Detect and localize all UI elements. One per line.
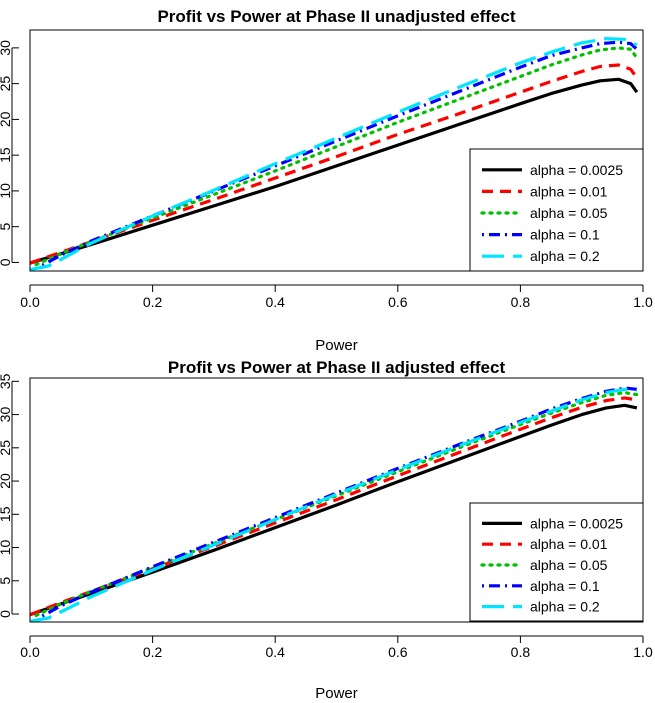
chart-title: Profit vs Power at Phase II unadjusted e… [157,7,515,26]
x-tick-label: 1.0 [633,294,653,310]
legend-label-4: alpha = 0.2 [530,599,600,615]
legend: alpha = 0.0025 alpha = 0.01 alpha = 0.05 al… [469,502,644,622]
series-line-4 [30,387,638,622]
legend-label-2: alpha = 0.05 [530,205,608,221]
x-tick-label: 0.6 [388,644,408,660]
y-tick-label: 30 [0,40,13,56]
series-line-3 [41,386,638,618]
plot-frame [29,377,644,623]
x-tick-label: 0.2 [143,294,163,310]
x-tick-label: 0.8 [511,294,531,310]
x-axis-label: Power [315,685,358,702]
y-tick-label: 15 [0,147,13,163]
x-tick-label: 0.2 [143,644,163,660]
legend-label-1: alpha = 0.01 [530,536,608,552]
series-line-3 [41,40,638,267]
series-line-0 [30,403,638,617]
y-tick-label: 10 [0,183,13,199]
series-group [30,36,639,271]
y-tick-label: 5 [0,223,13,231]
x-axis-label: Power [315,337,358,354]
legend-label-4: alpha = 0.2 [530,248,600,264]
y-tick-label: 20 [0,111,13,127]
chart-title: Profit vs Power at Phase II adjusted eff… [168,358,506,377]
chart-unadjusted-effect: Profit vs Power at Phase II unadjusted e… [0,7,653,354]
y-tick-label: 30 [0,407,13,423]
series-line-0 [30,77,639,265]
x-tick-label: 0.0 [20,294,40,310]
x-tick-label: 0.6 [388,294,408,310]
y-tick-label: 35 [0,373,13,389]
legend-label-0: alpha = 0.0025 [530,515,623,531]
y-tick-label: 0 [0,258,13,266]
x-tick-label: 1.0 [633,644,653,660]
series-line-4 [30,36,638,271]
y-tick-label: 25 [0,76,13,92]
y-tick-label: 25 [0,440,13,456]
legend-label-2: alpha = 0.05 [530,557,608,573]
legend-label-0: alpha = 0.0025 [530,162,623,178]
x-tick-label: 0.4 [265,294,285,310]
y-tick-label: 20 [0,473,13,489]
y-tick-label: 15 [0,506,13,522]
y-tick-label: 10 [0,540,13,556]
legend: alpha = 0.0025 alpha = 0.01 alpha = 0.05 al… [469,148,644,272]
legend-label-3: alpha = 0.1 [530,578,600,594]
legend-label-3: alpha = 0.1 [530,227,600,243]
series-group [30,386,639,622]
y-tick-label: 0 [0,610,13,618]
y-tick-label: 5 [0,577,13,585]
x-tick-label: 0.0 [20,644,40,660]
x-tick-label: 0.8 [511,644,531,660]
chart-adjusted-effect: Profit vs Power at Phase II adjusted eff… [0,358,653,702]
legend-label-1: alpha = 0.01 [530,183,608,199]
x-tick-label: 0.4 [265,644,285,660]
